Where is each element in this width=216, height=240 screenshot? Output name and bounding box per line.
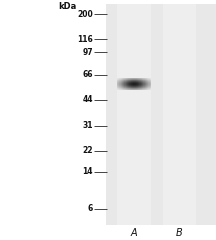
Text: 44: 44 [82,95,93,104]
Bar [106,4,216,225]
Bar [117,4,151,225]
Bar [162,4,196,225]
Text: kDa: kDa [58,2,76,11]
Text: 200: 200 [77,10,93,19]
Text: 31: 31 [82,121,93,130]
Text: A: A [131,228,137,238]
Text: B: B [176,228,183,238]
Text: 97: 97 [82,48,93,57]
Text: 6: 6 [88,204,93,213]
Text: 22: 22 [82,146,93,155]
Text: 14: 14 [82,167,93,176]
Text: 116: 116 [77,35,93,44]
Text: 66: 66 [82,70,93,79]
